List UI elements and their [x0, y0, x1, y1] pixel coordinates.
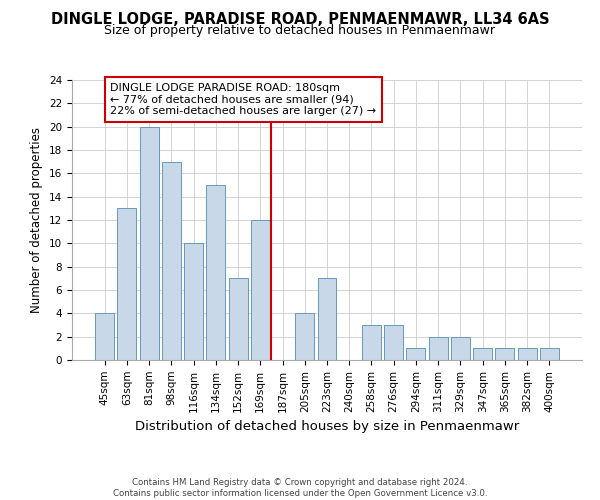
Bar: [496, 348, 514, 360]
X-axis label: Distribution of detached houses by size in Penmaenmawr: Distribution of detached houses by size …: [135, 420, 519, 433]
Bar: [518, 348, 536, 360]
Bar: [540, 348, 559, 360]
Bar: [229, 278, 248, 360]
Bar: [295, 314, 314, 360]
Text: Contains HM Land Registry data © Crown copyright and database right 2024.
Contai: Contains HM Land Registry data © Crown c…: [113, 478, 487, 498]
Bar: [451, 336, 470, 360]
Text: Size of property relative to detached houses in Penmaenmawr: Size of property relative to detached ho…: [104, 24, 496, 37]
Bar: [162, 162, 181, 360]
Text: DINGLE LODGE, PARADISE ROAD, PENMAENMAWR, LL34 6AS: DINGLE LODGE, PARADISE ROAD, PENMAENMAWR…: [50, 12, 550, 28]
Bar: [429, 336, 448, 360]
Bar: [362, 325, 381, 360]
Bar: [317, 278, 337, 360]
Bar: [118, 208, 136, 360]
Y-axis label: Number of detached properties: Number of detached properties: [31, 127, 43, 313]
Bar: [251, 220, 270, 360]
Text: DINGLE LODGE PARADISE ROAD: 180sqm
← 77% of detached houses are smaller (94)
22%: DINGLE LODGE PARADISE ROAD: 180sqm ← 77%…: [110, 83, 376, 116]
Bar: [140, 126, 158, 360]
Bar: [406, 348, 425, 360]
Bar: [184, 244, 203, 360]
Bar: [473, 348, 492, 360]
Bar: [95, 314, 114, 360]
Bar: [206, 185, 225, 360]
Bar: [384, 325, 403, 360]
